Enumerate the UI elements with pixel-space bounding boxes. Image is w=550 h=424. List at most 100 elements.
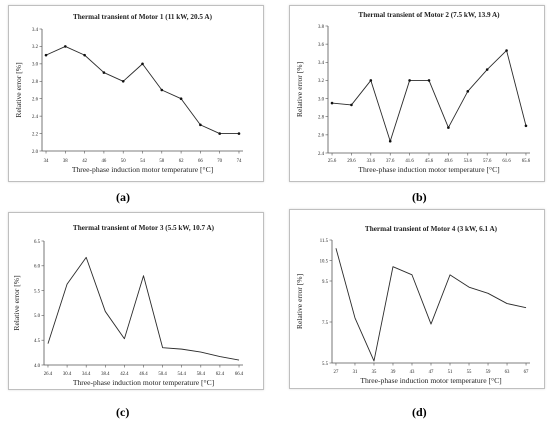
y-tick-label: 2.4 [32, 115, 39, 120]
data-point [179, 97, 183, 101]
chart-a: Thermal transient of Motor 1 (11 kW, 20.… [14, 13, 243, 174]
y-tick-label: 2.6 [32, 98, 39, 103]
x-tick-label: 62 [179, 159, 184, 164]
x-tick-label: 46 [102, 159, 107, 164]
x-tick-label: 34 [44, 159, 49, 164]
x-tick-label: 65.6 [522, 159, 531, 164]
x-tick-label: 26.4 [44, 372, 53, 377]
data-point [199, 123, 202, 127]
chart-panel-a: Thermal transient of Motor 1 (11 kW, 20.… [8, 5, 264, 182]
data-point [160, 88, 164, 92]
y-tick-label: 3.6 [318, 43, 325, 48]
x-tick-label: 66 [198, 159, 203, 164]
y-tick-label: 2.6 [318, 134, 325, 139]
x-tick-label: 66.4 [235, 372, 244, 377]
x-axis-label: Three-phase induction motor temperature … [360, 376, 501, 385]
x-tick-label: 42 [82, 159, 87, 164]
x-tick-label: 63 [505, 370, 510, 375]
x-tick-label: 34.4 [82, 372, 91, 377]
x-tick-label: 58.4 [197, 372, 206, 377]
x-tick-label: 38.4 [101, 372, 110, 377]
series-line [335, 248, 527, 362]
y-tick-label: 5.5 [34, 289, 41, 294]
x-tick-label: 37.6 [386, 159, 395, 164]
y-tick-label: 3.0 [32, 63, 39, 68]
x-tick-label: 57.6 [483, 159, 492, 164]
data-point [388, 139, 392, 143]
y-tick-label: 9.5 [322, 280, 329, 285]
y-tick-label: 3.0 [318, 97, 325, 102]
y-axis-label: Relative error [%] [295, 62, 304, 117]
data-point [524, 124, 528, 128]
x-tick-label: 43 [410, 370, 415, 375]
data-point [121, 79, 125, 83]
x-tick-label: 31 [353, 370, 358, 375]
data-point [102, 71, 106, 74]
data-point [350, 103, 353, 107]
x-tick-label: 59 [486, 370, 491, 375]
y-tick-label: 2.8 [32, 80, 39, 85]
x-tick-label: 27 [334, 370, 339, 375]
x-tick-label: 55 [467, 370, 472, 375]
data-point [44, 53, 48, 57]
y-tick-label: 5.5 [322, 362, 329, 367]
x-tick-label: 46.4 [139, 372, 148, 377]
subcaption-b: (b) [412, 190, 427, 204]
x-tick-label: 51 [448, 370, 453, 375]
y-tick-label: 2.0 [32, 150, 39, 155]
x-tick-label: 42.4 [120, 372, 129, 377]
series-line [47, 256, 240, 361]
x-tick-label: 67 [524, 370, 529, 375]
chart-panel-d: Thermal transient of Motor 4 (3 kW, 6.1 … [289, 209, 545, 389]
y-tick-label: 4.5 [34, 339, 41, 344]
x-tick-label: 53.6 [464, 159, 473, 164]
y-tick-label: 5.0 [34, 314, 41, 319]
x-tick-label: 54.4 [178, 372, 187, 377]
chart-d: Thermal transient of Motor 4 (3 kW, 6.1 … [295, 225, 530, 385]
x-tick-label: 50.4 [158, 372, 167, 377]
x-tick-label: 25.6 [328, 159, 337, 164]
y-tick-label: 4.0 [34, 364, 41, 369]
chart-b: Thermal transient of Motor 2 (7.5 kW, 13… [295, 11, 531, 174]
data-point [427, 79, 431, 82]
data-point [408, 79, 411, 82]
y-tick-label: 10.5 [320, 259, 329, 264]
y-tick-label: 2.2 [32, 132, 39, 137]
subcaption-a: (a) [116, 190, 130, 204]
y-axis-label: Relative error [%] [295, 274, 304, 329]
y-tick-label: 3.4 [32, 28, 39, 33]
y-tick-label: 2.4 [318, 152, 325, 157]
x-tick-label: 58 [159, 159, 164, 164]
x-axis-label: Three-phase induction motor temperature … [72, 165, 213, 174]
data-point [330, 101, 334, 105]
y-tick-label: 7.5 [322, 321, 329, 326]
x-tick-label: 45.6 [425, 159, 434, 164]
chart-panel-c: Thermal transient of Motor 3 (5.5 kW, 10… [8, 212, 264, 390]
series-line [331, 50, 527, 142]
x-tick-label: 47 [429, 370, 434, 375]
x-tick-label: 54 [140, 159, 145, 164]
chart-c: Thermal transient of Motor 3 (5.5 kW, 10… [12, 224, 244, 387]
y-tick-label: 6.5 [34, 240, 41, 245]
x-tick-label: 62.4 [216, 372, 225, 377]
data-point [237, 132, 241, 135]
y-axis-label: Relative error [%] [12, 275, 21, 330]
x-tick-label: 70 [217, 159, 222, 164]
chart-panel-b: Thermal transient of Motor 2 (7.5 kW, 13… [289, 5, 545, 182]
data-point [466, 90, 470, 93]
x-tick-label: 41.6 [405, 159, 414, 164]
data-point [447, 126, 450, 129]
chart-title: Thermal transient of Motor 3 (5.5 kW, 10… [73, 224, 215, 232]
x-tick-label: 74 [237, 159, 242, 164]
chart-title: Thermal transient of Motor 2 (7.5 kW, 13… [358, 11, 500, 19]
x-tick-label: 50 [121, 159, 126, 164]
y-axis-label: Relative error [%] [14, 62, 23, 117]
data-point [218, 132, 221, 135]
y-tick-label: 3.2 [32, 45, 39, 50]
data-point [64, 45, 67, 48]
chart-title: Thermal transient of Motor 4 (3 kW, 6.1 … [365, 225, 498, 233]
data-point [83, 53, 86, 57]
y-tick-label: 3.8 [318, 25, 325, 30]
x-tick-label: 39 [391, 370, 396, 375]
x-tick-label: 30.4 [63, 372, 72, 377]
